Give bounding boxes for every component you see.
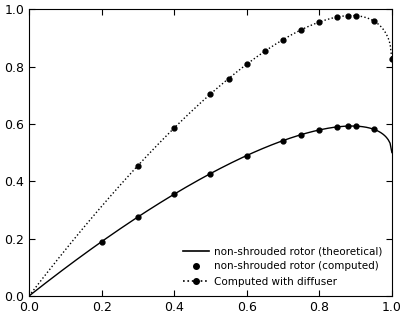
Legend: non-shrouded rotor (theoretical), non-shrouded rotor (computed), Computed with d: non-shrouded rotor (theoretical), non-sh…: [178, 242, 386, 291]
